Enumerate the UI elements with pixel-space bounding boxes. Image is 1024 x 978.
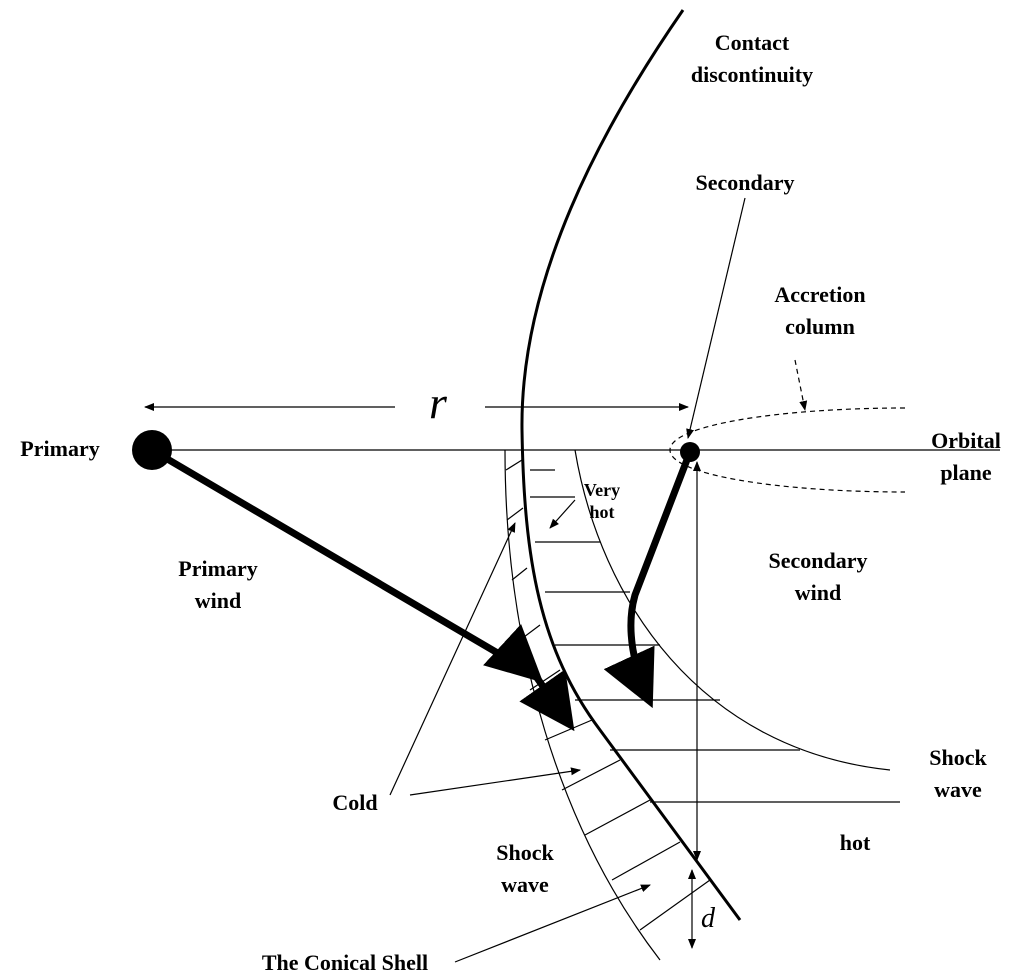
label: wind: [795, 580, 841, 605]
label: r: [429, 377, 448, 428]
label: plane: [940, 460, 992, 485]
label: hot: [840, 830, 871, 855]
labels: Contact discontinuity Secondary Accretion co…: [20, 30, 1001, 975]
label: Primary: [178, 556, 257, 581]
label: Secondary: [696, 170, 795, 195]
label: wave: [934, 777, 982, 802]
label: hot: [589, 502, 614, 522]
label: Shock: [496, 840, 554, 865]
label: Cold: [332, 790, 377, 815]
label: Shock: [929, 745, 987, 770]
label: wind: [195, 588, 241, 613]
label: Orbital: [931, 428, 1001, 453]
label: Accretion: [774, 282, 865, 307]
label: column: [785, 314, 855, 339]
label: Very: [584, 480, 620, 500]
label: Contact: [715, 30, 790, 55]
label: discontinuity: [691, 62, 813, 87]
label: wave: [501, 872, 549, 897]
label: Secondary: [769, 548, 868, 573]
label: d: [701, 903, 716, 934]
label: The Conical Shell: [262, 950, 428, 975]
shapes: [132, 9, 1000, 963]
label: Primary: [20, 436, 99, 461]
